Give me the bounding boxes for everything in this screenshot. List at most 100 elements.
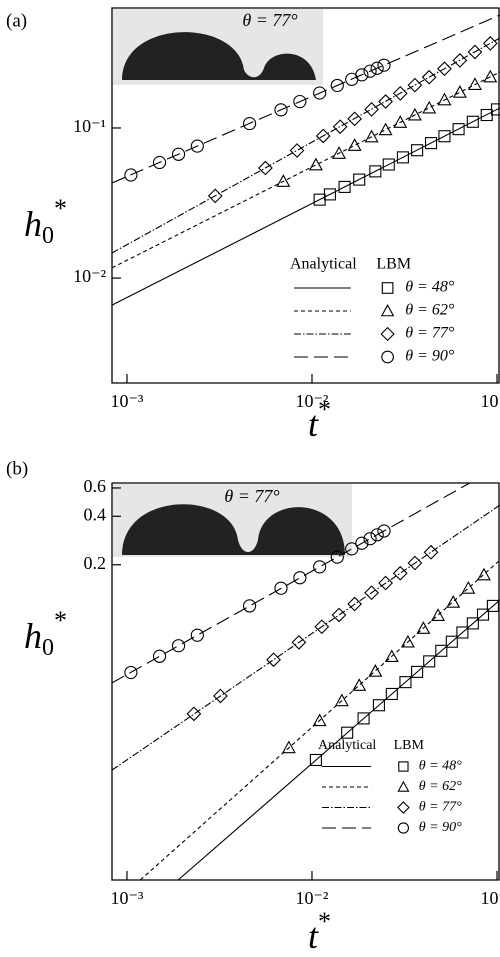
legend-header: LBM bbox=[394, 738, 425, 753]
marker-circle bbox=[242, 599, 257, 613]
marker-circle bbox=[330, 550, 344, 564]
x-axis-label: t* bbox=[308, 395, 331, 444]
marker-diamond bbox=[423, 544, 439, 560]
marker-circle bbox=[381, 350, 394, 364]
panel-label: (b) bbox=[6, 458, 28, 479]
marker-square bbox=[438, 130, 451, 143]
y-axis-label: h0* bbox=[24, 194, 67, 249]
marker-triangle bbox=[467, 77, 482, 90]
marker-square bbox=[411, 665, 424, 678]
marker-square bbox=[466, 115, 479, 128]
marker-diamond bbox=[347, 111, 363, 127]
marker-triangle bbox=[400, 634, 415, 648]
x-tick-label: 10⁻² bbox=[296, 391, 329, 411]
marker-circle bbox=[313, 560, 327, 574]
marker-circle bbox=[355, 68, 369, 82]
marker-triangle bbox=[334, 693, 349, 707]
marker-circle bbox=[293, 94, 307, 109]
legend-label: θ = 90° bbox=[405, 348, 455, 365]
marker-triangle bbox=[378, 122, 393, 136]
y-tick-label: 0.2 bbox=[84, 553, 107, 573]
y-axis-label-main: h bbox=[24, 204, 42, 244]
y-axis-label-sup: * bbox=[54, 194, 67, 223]
marker-square bbox=[369, 165, 382, 178]
marker-diamond bbox=[186, 706, 202, 722]
y-axis-label-sub: 0 bbox=[42, 635, 54, 661]
marker-circle bbox=[190, 139, 204, 153]
inset-label: θ = 77° bbox=[224, 486, 279, 506]
marker-triangle bbox=[407, 107, 422, 121]
marker-square bbox=[445, 635, 458, 648]
marker-diamond bbox=[407, 555, 423, 571]
marker-diamond bbox=[315, 128, 331, 144]
marker-diamond bbox=[421, 69, 437, 85]
marker-square bbox=[399, 676, 412, 689]
marker-diamond bbox=[291, 634, 307, 650]
marker-triangle bbox=[384, 649, 399, 663]
marker-square bbox=[476, 608, 490, 621]
marker-triangle bbox=[483, 69, 498, 83]
marker-circle bbox=[171, 639, 186, 653]
legend-header: Analytical bbox=[290, 256, 357, 273]
marker-square bbox=[323, 188, 336, 201]
marker-circle bbox=[124, 168, 138, 182]
legend-label: θ = 48° bbox=[405, 279, 455, 296]
marker-circle bbox=[293, 571, 307, 585]
legend-label: θ = 62° bbox=[419, 779, 462, 794]
marker-triangle bbox=[276, 174, 291, 187]
x-axis-label-main: t bbox=[308, 916, 319, 956]
x-tick-label: 10⁻² bbox=[296, 888, 329, 908]
marker-triangle bbox=[431, 608, 446, 621]
analytical-line bbox=[112, 71, 500, 269]
marker-diamond bbox=[213, 688, 228, 704]
marker-diamond bbox=[397, 801, 410, 814]
marker-square bbox=[396, 151, 409, 164]
marker-circle bbox=[152, 649, 167, 663]
marker-triangle bbox=[364, 129, 379, 143]
marker-triangle bbox=[347, 138, 362, 151]
x-tick-label: 10⁻³ bbox=[111, 391, 145, 411]
plot-area bbox=[112, 14, 500, 306]
marker-square bbox=[423, 655, 436, 668]
marker-circle bbox=[370, 528, 384, 542]
marker-triangle bbox=[281, 740, 296, 754]
marker-circle bbox=[355, 536, 369, 550]
marker-diamond bbox=[380, 326, 395, 342]
plot-frame bbox=[111, 7, 500, 384]
analytical-line bbox=[112, 14, 500, 184]
marker-triangle bbox=[308, 157, 323, 171]
x-axis-label: t* bbox=[308, 907, 331, 956]
inset-a bbox=[113, 9, 323, 85]
marker-triangle bbox=[416, 621, 431, 634]
legend-label: θ = 77° bbox=[419, 800, 462, 815]
inset-label: θ = 77° bbox=[242, 10, 297, 30]
marker-square bbox=[385, 687, 398, 700]
y-axis-label-sub: 0 bbox=[42, 223, 54, 249]
marker-diamond bbox=[207, 188, 223, 204]
marker-circle bbox=[345, 542, 359, 556]
x-axis-label-main: t bbox=[308, 404, 319, 444]
marker-square bbox=[490, 103, 500, 116]
marker-triangle bbox=[352, 678, 367, 691]
marker-triangle bbox=[446, 595, 461, 608]
marker-square bbox=[309, 753, 322, 767]
marker-diamond bbox=[467, 44, 483, 60]
analytical-line bbox=[112, 504, 500, 771]
marker-diamond bbox=[364, 102, 379, 117]
x-tick-label: 10⁻¹ bbox=[481, 888, 500, 908]
legend-label: θ = 48° bbox=[419, 759, 462, 774]
marker-circle bbox=[124, 665, 138, 680]
marker-square bbox=[424, 137, 438, 150]
marker-circle bbox=[370, 61, 384, 75]
marker-square bbox=[357, 712, 370, 725]
marker-square bbox=[398, 761, 409, 772]
y-tick-label: 0.6 bbox=[84, 476, 107, 496]
marker-square bbox=[435, 644, 448, 657]
marker-diamond bbox=[392, 86, 408, 101]
legend-label: θ = 90° bbox=[419, 820, 462, 835]
legend-header: LBM bbox=[376, 256, 411, 273]
marker-square bbox=[353, 173, 366, 186]
marker-triangle bbox=[332, 146, 347, 159]
analytical-line bbox=[112, 483, 471, 684]
marker-triangle bbox=[380, 304, 395, 317]
